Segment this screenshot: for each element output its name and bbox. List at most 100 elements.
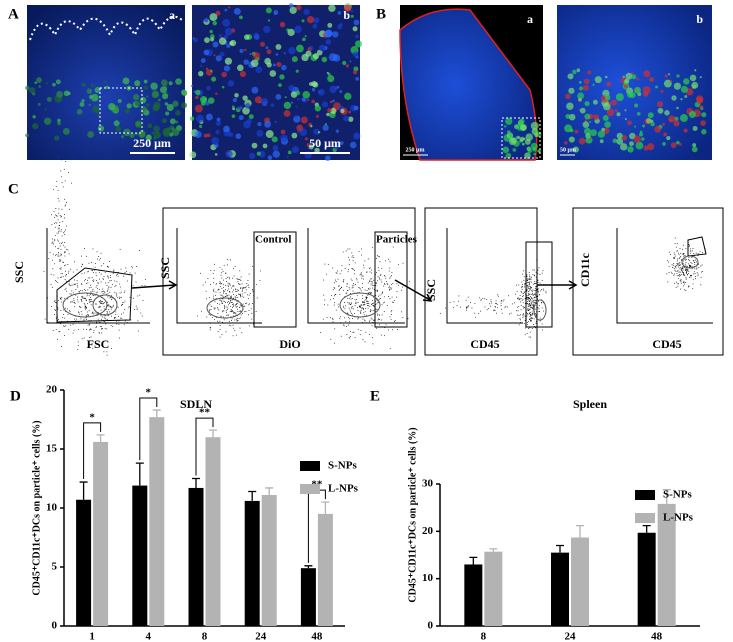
event [526, 285, 528, 287]
event [367, 294, 369, 296]
cell [599, 139, 604, 144]
cell [321, 56, 328, 63]
event [103, 317, 105, 319]
event [136, 266, 137, 267]
event [379, 314, 380, 316]
x-tick-label: 24 [255, 631, 267, 642]
event [534, 308, 536, 310]
event [347, 283, 349, 285]
event [480, 300, 482, 302]
event [96, 321, 97, 323]
event [526, 323, 528, 325]
cell [32, 92, 36, 96]
event [206, 298, 208, 300]
event [354, 269, 355, 271]
event [350, 298, 352, 300]
event [85, 300, 87, 302]
event [93, 290, 95, 292]
event [60, 268, 62, 270]
bar [244, 500, 260, 626]
event [65, 307, 66, 309]
cell [25, 85, 30, 91]
event [54, 301, 55, 303]
cell [243, 59, 249, 65]
event [345, 321, 347, 323]
event [96, 285, 98, 286]
event [119, 292, 121, 294]
event [346, 283, 348, 285]
event [528, 336, 530, 338]
event [371, 281, 373, 283]
cell [249, 152, 256, 160]
image-label: a [527, 12, 533, 26]
event [377, 319, 379, 321]
cell [302, 90, 311, 99]
event [361, 248, 362, 250]
error-bar [248, 490, 257, 501]
event [221, 268, 223, 270]
event [667, 260, 669, 262]
event [233, 304, 235, 306]
event [224, 308, 225, 309]
event [532, 274, 534, 275]
event [348, 256, 349, 258]
event [385, 277, 387, 279]
event [326, 273, 328, 275]
cell [198, 70, 204, 77]
cell [321, 101, 329, 108]
event [130, 319, 132, 321]
event [676, 273, 678, 274]
cell [291, 56, 298, 63]
event [531, 326, 532, 328]
event [106, 328, 108, 330]
event [56, 215, 58, 217]
event [75, 289, 77, 291]
cell [52, 82, 56, 87]
event [84, 298, 86, 300]
event [352, 286, 354, 288]
event [519, 298, 521, 300]
event [220, 299, 222, 301]
cell [215, 129, 220, 135]
event [381, 267, 383, 269]
event [377, 290, 379, 292]
event [537, 307, 539, 309]
cell [264, 120, 272, 128]
event [58, 200, 60, 202]
event [689, 266, 690, 268]
event [238, 290, 240, 291]
cell [234, 93, 239, 98]
cell [284, 96, 287, 99]
event [537, 288, 539, 290]
event [204, 281, 206, 283]
event [132, 267, 133, 269]
event [533, 269, 535, 271]
event [227, 314, 229, 316]
event [65, 280, 67, 282]
event [677, 252, 679, 254]
event [365, 308, 367, 309]
event [80, 311, 82, 313]
cell [283, 101, 292, 110]
event [340, 335, 342, 337]
cell [505, 117, 513, 125]
event [234, 296, 236, 298]
cell [46, 96, 52, 102]
event [541, 280, 543, 281]
event [342, 251, 344, 253]
event [536, 290, 538, 291]
cell [244, 103, 251, 109]
cell [97, 125, 105, 132]
event [527, 301, 528, 303]
cell [657, 107, 664, 114]
axis-label: SSC [158, 257, 172, 279]
cell [219, 51, 225, 57]
event [99, 259, 100, 261]
event [532, 289, 534, 291]
cell [195, 95, 199, 100]
event [688, 244, 690, 245]
event [527, 281, 529, 283]
event [72, 271, 74, 273]
event [380, 274, 382, 276]
event [370, 272, 372, 274]
